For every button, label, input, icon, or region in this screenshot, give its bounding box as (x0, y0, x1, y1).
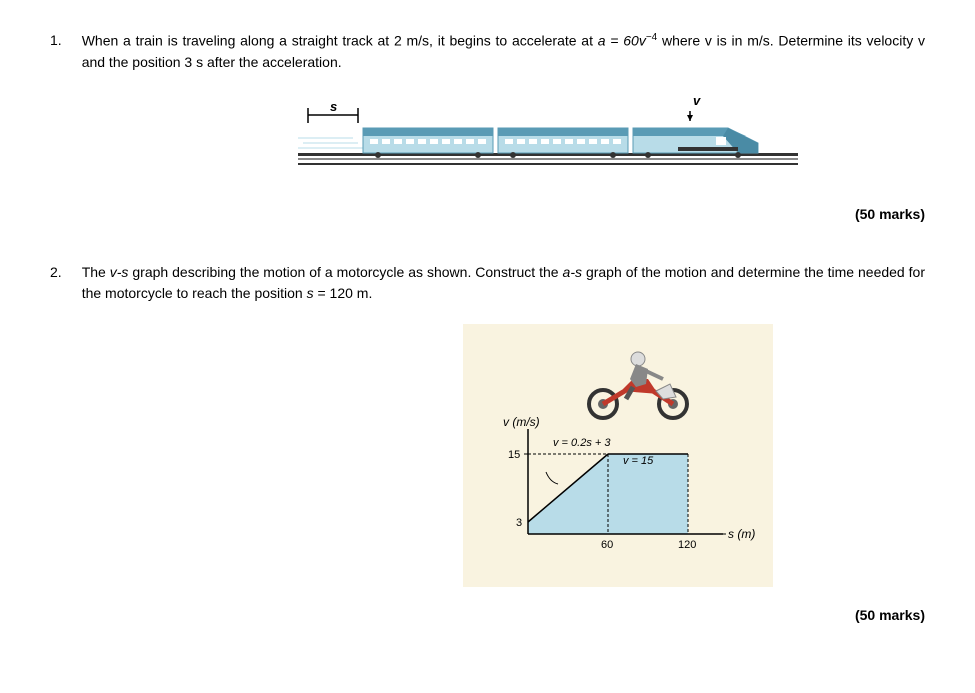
problem-2-number: 2. (50, 262, 62, 304)
problem-1: 1. When a train is traveling along a str… (50, 30, 925, 222)
motorcycle-icon (589, 352, 687, 418)
problem-2-text-part1: The (82, 264, 110, 280)
problem-1-content: When a train is traveling along a straig… (82, 30, 925, 73)
problem-1-number: 1. (50, 30, 62, 73)
graph-panel: v (m/s) (463, 324, 773, 587)
problem-1-equation: a = 60v (598, 33, 646, 49)
equation-2: v = 15 (623, 455, 654, 467)
graph-figure: v (m/s) (50, 324, 925, 587)
problem-2-s-val: = 120 m. (314, 285, 373, 301)
graph-svg: v (m/s) (478, 339, 758, 569)
train-figure: s v (50, 93, 925, 186)
train-svg: s v (298, 93, 798, 183)
problem-2-text-part2: graph describing the motion of a motorcy… (128, 264, 562, 280)
problem-1-text-part1: When a train is traveling along a straig… (82, 33, 598, 49)
problem-2-content: The v-s graph describing the motion of a… (82, 262, 925, 304)
x-axis-label: s (m) (728, 527, 755, 541)
x-tick-60: 60 (601, 539, 613, 551)
y-tick-15: 15 (508, 449, 520, 461)
equation-1: v = 0.2s + 3 (553, 437, 611, 449)
train-locomotive (633, 128, 758, 153)
v-label: v (693, 93, 701, 108)
y-axis-label: v (m/s) (503, 415, 540, 429)
problem-2-text: 2. The v-s graph describing the motion o… (50, 262, 925, 304)
problem-2-vs: v-s (110, 264, 129, 280)
problem-2-as: a-s (563, 264, 582, 280)
problem-1-exponent: −4 (646, 32, 657, 43)
problem-2: 2. The v-s graph describing the motion o… (50, 262, 925, 623)
train-car-1 (363, 128, 493, 153)
problem-1-marks: (50 marks) (50, 206, 925, 222)
x-tick-120: 120 (678, 539, 696, 551)
problem-2-marks: (50 marks) (50, 607, 925, 623)
problem-1-text: 1. When a train is traveling along a str… (50, 30, 925, 73)
y-tick-3: 3 (516, 517, 522, 529)
problem-2-s-eq: s (307, 285, 314, 301)
s-label: s (330, 99, 337, 114)
train-car-2 (498, 128, 628, 153)
